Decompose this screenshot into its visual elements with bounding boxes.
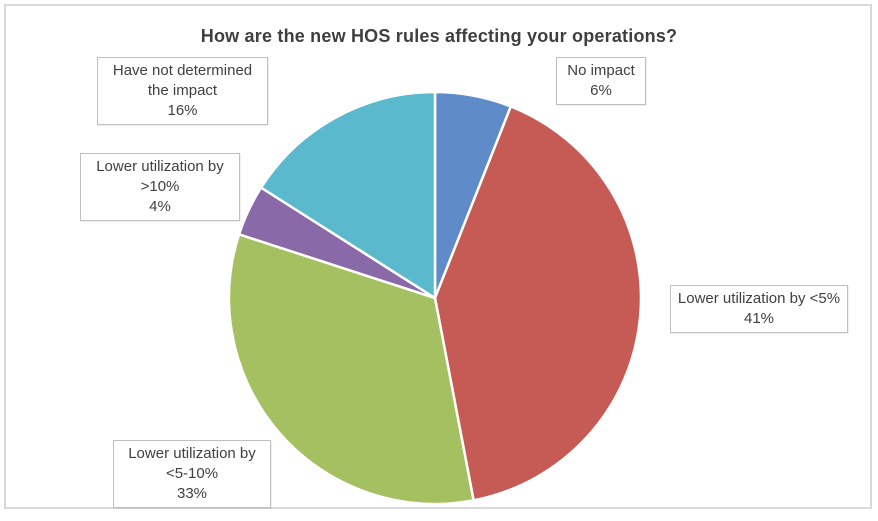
callout-percent: 33% — [176, 485, 208, 502]
callout-label: Lower utilization by <5% — [677, 290, 841, 307]
callout-have-not-determined-the-impact: Have not determined the impact 16% — [97, 57, 268, 125]
callout-label: Lower utilization by <5-10% — [128, 445, 256, 482]
callout-percent: 4% — [149, 198, 171, 215]
callout-percent: 41% — [743, 310, 775, 327]
callout-lower-utilization-by-lt-5: Lower utilization by <5% 41% — [670, 285, 848, 333]
callout-label: Have not determined the impact — [112, 62, 253, 99]
pie-slice-lower-utilization-by-5-10 — [227, 233, 475, 506]
callout-label: Lower utilization by >10% — [96, 158, 224, 195]
callout-lower-utilization-by-gt-10: Lower utilization by >10% 4% — [80, 153, 240, 221]
callout-percent: 6% — [590, 82, 612, 99]
callout-no-impact: No impact 6% — [556, 57, 646, 105]
pie-slice-have-not-determined-the-impact — [259, 90, 437, 300]
chart-title: How are the new HOS rules affecting your… — [200, 26, 678, 46]
callout-lower-utilization-by-5-10: Lower utilization by <5-10% 33% — [113, 440, 271, 508]
callout-label: No impact — [567, 62, 635, 79]
pie-slice-lower-utilization-by-5 — [433, 105, 643, 502]
callout-percent: 16% — [167, 102, 198, 119]
